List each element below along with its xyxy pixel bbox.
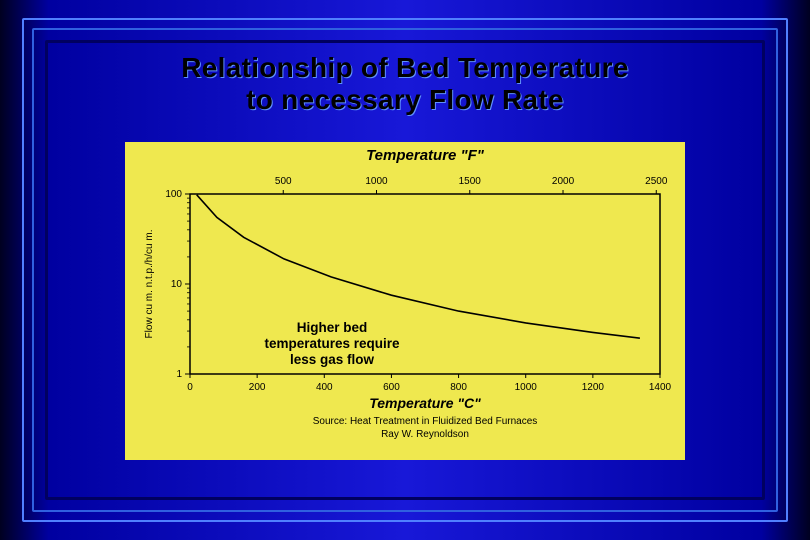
slide: Relationship of Bed Temperature to neces… (0, 0, 810, 540)
svg-text:Flow cu m. n.t.p./h/cu m.: Flow cu m. n.t.p./h/cu m. (144, 230, 155, 339)
svg-text:2500: 2500 (645, 176, 668, 187)
chart-svg: Temperature "F" 500 1000 1500 2000 2500 0 200 40… (125, 142, 685, 460)
annotation-line-2: temperatures require (264, 336, 399, 351)
svg-text:100: 100 (165, 189, 182, 200)
svg-text:1000: 1000 (365, 176, 388, 187)
page-title: Relationship of Bed Temperature to neces… (0, 52, 810, 116)
svg-text:Temperature "F": Temperature "F" (366, 147, 485, 164)
svg-text:2000: 2000 (552, 176, 575, 187)
svg-text:600: 600 (383, 382, 400, 393)
svg-text:400: 400 (316, 382, 333, 393)
svg-text:200: 200 (249, 382, 266, 393)
annotation-line-1: Higher bed (297, 320, 368, 335)
svg-text:Temperature "C": Temperature "C" (369, 395, 481, 411)
title-line-1: Relationship of Bed Temperature (181, 52, 629, 83)
svg-text:1200: 1200 (582, 382, 605, 393)
svg-text:1500: 1500 (459, 176, 482, 187)
chart-annotation: Higher bed temperatures require less gas… (232, 320, 432, 369)
svg-text:1000: 1000 (515, 382, 538, 393)
svg-text:500: 500 (275, 176, 292, 187)
chart-area: Temperature "F" 500 1000 1500 2000 2500 0 200 40… (125, 142, 685, 460)
svg-text:1400: 1400 (649, 382, 672, 393)
svg-text:Source: Heat Treatment in Flui: Source: Heat Treatment in Fluidized Bed … (313, 416, 538, 427)
svg-text:0: 0 (187, 382, 193, 393)
svg-text:1: 1 (176, 369, 182, 380)
annotation-line-3: less gas flow (290, 352, 374, 367)
svg-text:10: 10 (171, 279, 183, 290)
title-line-2: to necessary Flow Rate (246, 84, 564, 115)
svg-text:Ray W. Reynoldson: Ray W. Reynoldson (381, 429, 469, 440)
svg-text:800: 800 (450, 382, 467, 393)
